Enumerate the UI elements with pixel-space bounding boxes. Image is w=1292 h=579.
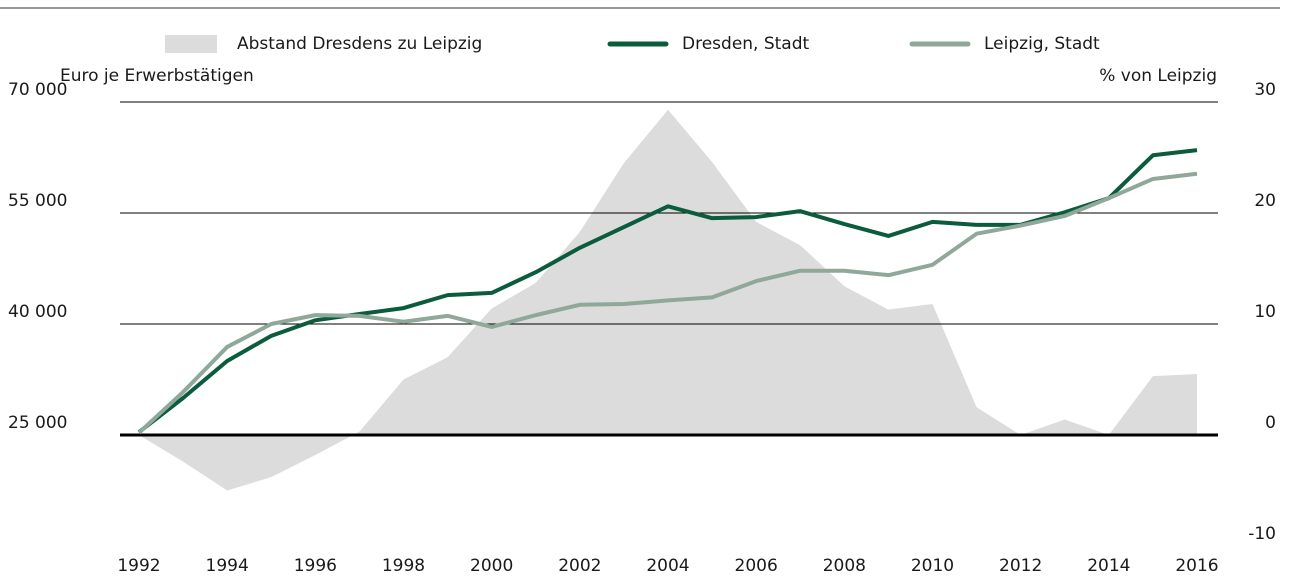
y2-tick-label: 30: [1254, 80, 1276, 100]
y-tick-label: 70 000: [8, 80, 67, 100]
legend-swatch: [165, 35, 217, 53]
x-tick-label: 2012: [999, 556, 1042, 576]
legend-label: Leipzig, Stadt: [984, 34, 1100, 54]
y2-tick-label: 0: [1265, 413, 1276, 433]
x-tick-label: 2006: [735, 556, 778, 576]
x-tick-label: 2016: [1175, 556, 1218, 576]
x-tick-label: 1992: [117, 556, 160, 576]
y-tick-label: 55 000: [8, 191, 67, 211]
x-tick-label: 2000: [470, 556, 513, 576]
y-tick-label: 40 000: [8, 302, 67, 322]
x-tick-label: 2002: [558, 556, 601, 576]
y2-tick-label: -10: [1248, 524, 1276, 544]
y-axis-label: Euro je Erwerbstätigen: [60, 66, 254, 86]
legend-label: Abstand Dresdens zu Leipzig: [237, 34, 482, 54]
y2-tick-label: 10: [1254, 302, 1276, 322]
x-tick-label: 2014: [1087, 556, 1130, 576]
x-tick-label: 2010: [911, 556, 954, 576]
x-tick-label: 2008: [823, 556, 866, 576]
x-tick-label: 1996: [294, 556, 337, 576]
x-tick-label: 2004: [646, 556, 689, 576]
line: [137, 171, 1198, 435]
legend-label: Dresden, Stadt: [682, 34, 810, 54]
y-tick-label: 25 000: [8, 413, 67, 433]
x-tick-label: 1998: [382, 556, 425, 576]
y2-axis-label: % von Leipzig: [1099, 66, 1217, 86]
y2-tick-label: 20: [1254, 191, 1276, 211]
x-tick-label: 1994: [206, 556, 249, 576]
